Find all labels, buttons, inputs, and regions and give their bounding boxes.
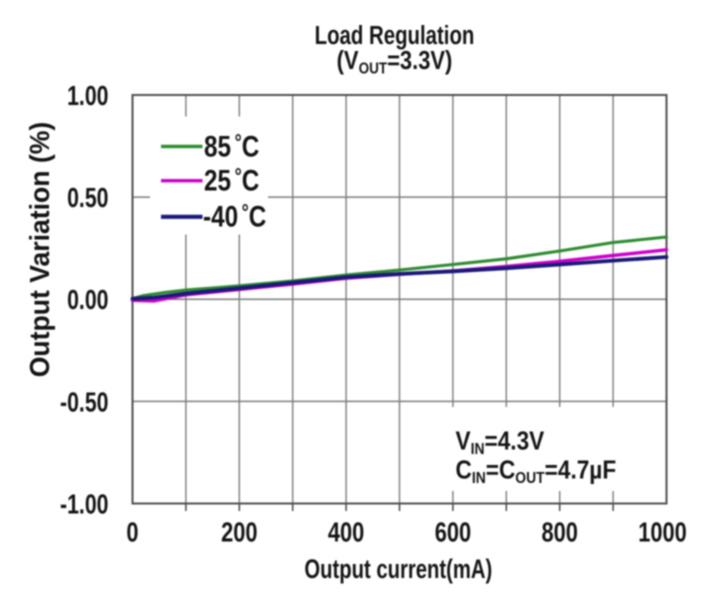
svg-text:VIN=4.3V: VIN=4.3V [456,427,545,458]
svg-text:-40 °C: -40 °C [203,199,266,233]
svg-text:Load Regulation: Load Regulation [315,21,475,50]
svg-text:0: 0 [126,517,138,548]
svg-text:1000: 1000 [638,517,687,548]
svg-text:-1.00: -1.00 [60,489,108,521]
svg-text:(VOUT=3.3V): (VOUT=3.3V) [337,46,453,78]
svg-text:600: 600 [435,517,471,548]
svg-text:800: 800 [541,517,577,548]
svg-text:1.00: 1.00 [67,80,108,112]
svg-text:200: 200 [221,517,257,548]
svg-text:400: 400 [328,517,364,548]
svg-text:Output current(mA): Output current(mA) [304,554,492,585]
svg-text:0.00: 0.00 [67,284,108,316]
svg-text:-0.50: -0.50 [60,387,108,419]
svg-text:Output Variation (%): Output Variation (%) [23,122,55,378]
svg-text:0.50: 0.50 [67,182,108,214]
svg-text:85 °C: 85 °C [204,129,259,163]
